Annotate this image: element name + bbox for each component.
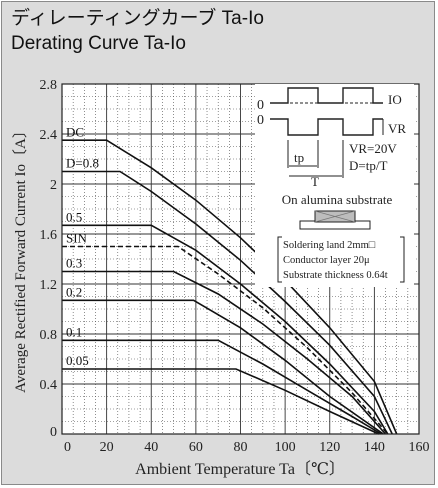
y-tick-label: 0 bbox=[50, 425, 57, 440]
y-tick-label: 0.4 bbox=[40, 378, 58, 393]
vr-label: VR bbox=[388, 121, 406, 136]
y-tick-label: 0.8 bbox=[40, 328, 58, 343]
x-tick-label: 120 bbox=[319, 440, 340, 455]
y-axis-label: Average Rectified Forward Current Io〔A〕 bbox=[12, 123, 29, 393]
substrate-icon bbox=[299, 210, 371, 230]
curve-0-05 bbox=[62, 368, 380, 435]
note-soldering-land: Soldering land 2mm□ bbox=[283, 240, 376, 251]
substrate-notes-bracket bbox=[277, 236, 405, 283]
vr-zero-label: 0 bbox=[257, 113, 264, 128]
inset-background bbox=[255, 84, 414, 287]
x-tick-label: 40 bbox=[144, 440, 158, 455]
x-tick-label: 0 bbox=[64, 440, 71, 455]
y-tick-label: 1.2 bbox=[40, 278, 58, 293]
note-substrate-thickness: Substrate thickness 0.64t bbox=[283, 270, 388, 281]
period-label: T bbox=[311, 174, 319, 189]
x-axis-label: Ambient Temperature Ta〔℃〕 bbox=[135, 460, 345, 478]
vr-waveform bbox=[270, 118, 384, 136]
y-tick-label: 1.6 bbox=[40, 228, 58, 243]
curve-label: SIN bbox=[66, 231, 88, 246]
conditions-inset: 0 0 IO VR tp T VR=20V D=tp/T On alumina … bbox=[255, 84, 414, 287]
x-tick-label: 20 bbox=[100, 440, 114, 455]
y-tick-label: 2 bbox=[50, 178, 57, 193]
curve-d-0-8 bbox=[62, 170, 393, 435]
substrate-title: On alumina substrate bbox=[282, 192, 393, 207]
io-zero-label: 0 bbox=[257, 98, 264, 113]
io-label: IO bbox=[388, 92, 402, 107]
curve-labels: DC D=0.8 0.5 SIN 0.3 0.2 0.1 0.05 bbox=[66, 124, 99, 368]
io-waveform bbox=[270, 87, 383, 104]
curve-0-5 bbox=[62, 224, 389, 435]
y-tick-label: 2.4 bbox=[40, 128, 58, 143]
tp-label: tp bbox=[294, 150, 304, 165]
curve-label: 0.5 bbox=[66, 209, 82, 224]
curve-label: DC bbox=[66, 124, 84, 139]
curve-sin bbox=[62, 245, 389, 435]
curve-label: 0.2 bbox=[66, 284, 82, 299]
curve-label: 0.3 bbox=[66, 256, 82, 271]
x-tick-label: 80 bbox=[234, 440, 248, 455]
curve-dc bbox=[62, 139, 398, 435]
y-tick-label: 2.8 bbox=[40, 78, 58, 93]
duty-condition: D=tp/T bbox=[349, 158, 387, 173]
curve-label: D=0.8 bbox=[66, 156, 99, 171]
x-tick-label: 140 bbox=[364, 440, 385, 455]
curve-0-1 bbox=[62, 339, 382, 435]
x-tick-label: 60 bbox=[189, 440, 203, 455]
chart-title-english: Derating Curve Ta-Io bbox=[11, 33, 186, 54]
curve-label: 0.1 bbox=[66, 324, 82, 339]
tick-labels: 0 20 40 60 80 100 120 140 160 0 0.4 0.8 1.2 1.6 2 2.4 2.… bbox=[40, 78, 430, 455]
curve-0-2 bbox=[62, 299, 384, 435]
reverse-voltage-condition: VR=20V bbox=[349, 141, 397, 156]
x-tick-label: 160 bbox=[409, 440, 430, 455]
note-conductor-layer: Conductor layer 20μ bbox=[283, 255, 370, 266]
chart-title-japanese: ディレーティングカーブ Ta-Io bbox=[11, 8, 264, 29]
derating-curves bbox=[62, 139, 398, 435]
tp-dimension bbox=[287, 140, 344, 178]
curve-0-3 bbox=[62, 270, 387, 435]
x-tick-label: 100 bbox=[275, 440, 296, 455]
plot-frame bbox=[61, 83, 420, 435]
curve-label: 0.05 bbox=[66, 353, 89, 368]
